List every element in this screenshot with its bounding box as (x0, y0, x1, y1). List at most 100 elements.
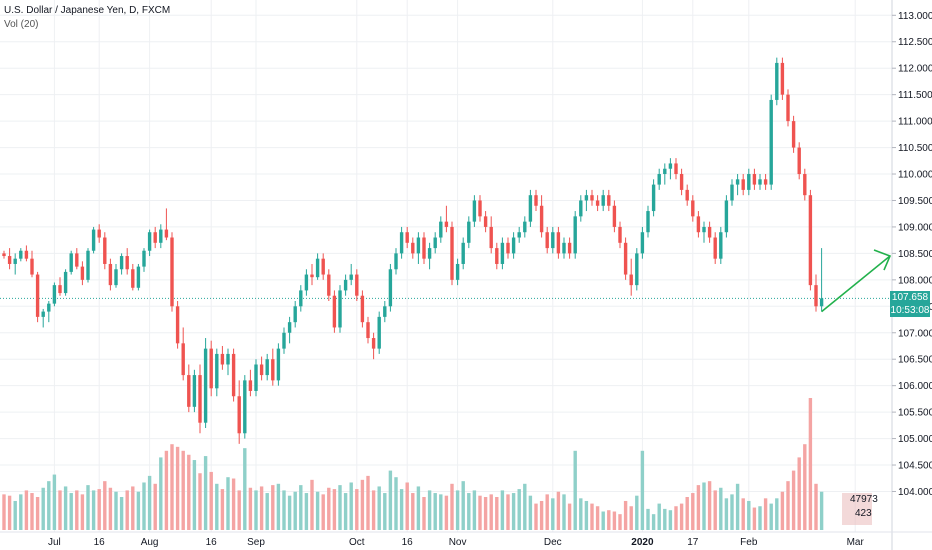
candle-body (640, 232, 645, 254)
volume-bar (388, 470, 393, 530)
volume-bar (579, 498, 583, 530)
candle-body (47, 303, 51, 312)
candle-body (724, 200, 729, 233)
volume-bar (366, 475, 370, 530)
volume-value-box: 47973 423 (842, 493, 878, 525)
candles (2, 57, 824, 444)
candle-body (478, 200, 482, 217)
candle-body (405, 232, 409, 243)
price-tick-label: 104.500 (898, 461, 932, 472)
volume-bar (489, 494, 493, 530)
volume-bar (75, 490, 79, 530)
candle-body (136, 266, 141, 288)
volume-bar (433, 493, 437, 530)
candle-body (618, 226, 622, 243)
volume-bar (534, 503, 538, 530)
volume-bar (293, 491, 297, 530)
price-tick-label: 111.000 (898, 117, 932, 128)
volume-bar (629, 506, 633, 530)
volume-bar (181, 450, 185, 530)
volume-bar (478, 495, 482, 530)
candle-body (58, 285, 62, 294)
volume-bar (383, 493, 387, 530)
price-tick-label: 112.000 (898, 64, 932, 75)
volume-bar (52, 474, 57, 530)
volume-bar (327, 487, 331, 530)
candle-body (567, 242, 572, 254)
volume-bar (30, 493, 34, 530)
volume-bar (97, 489, 101, 530)
volume-bar (612, 511, 617, 530)
candle-body (360, 295, 365, 323)
volume-bar (573, 450, 577, 530)
candle-body (383, 306, 387, 317)
candle-body (668, 163, 673, 169)
candle-body (461, 242, 465, 264)
time-axis[interactable]: Jul 16 Aug 16 Sep Oct 16 Nov Dec 2020 17 Feb Mar (0, 531, 932, 548)
volume-bar (164, 450, 169, 530)
volume-bar (237, 490, 241, 530)
volume-bar (444, 495, 449, 530)
candle-body (170, 237, 174, 307)
price-tick-label: 110.500 (898, 143, 932, 154)
candle-body (19, 250, 23, 259)
candle-body (259, 364, 264, 376)
volume-bar (562, 494, 566, 530)
price-axis[interactable]: 113.000 112.500 112.000 111.500 111.000 110.5… (892, 11, 932, 498)
candle-body (164, 229, 169, 238)
volume-bar (427, 490, 432, 530)
volume-bar (125, 490, 129, 530)
candle-body (187, 375, 191, 407)
candle-body (500, 242, 505, 264)
candle-body (635, 253, 639, 286)
time-tick-label: 16 (206, 537, 218, 548)
candle-body (539, 205, 544, 233)
candle-body (422, 237, 426, 259)
volume-bar (780, 491, 785, 530)
candle-body (747, 174, 751, 190)
candle-body (735, 179, 740, 185)
volume-bar (719, 487, 723, 530)
volume-indicator-label[interactable]: Vol (20) (4, 19, 39, 30)
candle-body (702, 226, 706, 233)
price-tick-label: 105.000 (898, 434, 932, 445)
candle-body (220, 353, 225, 365)
candle-body (153, 232, 157, 243)
volume-bar (147, 475, 152, 530)
volume-bar (399, 489, 404, 530)
volume-bar (556, 491, 561, 530)
candle-body (685, 189, 689, 201)
volume-bar (299, 485, 303, 530)
candle-body (282, 332, 286, 349)
volume-bar (735, 483, 740, 530)
candle-body (254, 364, 258, 391)
candle-body (775, 62, 779, 100)
candle-body (231, 353, 236, 397)
volume-bar (282, 490, 286, 530)
volume-bar (775, 498, 779, 530)
candle-body (366, 322, 370, 339)
candle-body (304, 274, 309, 291)
volume-bar (691, 493, 695, 530)
candle-body (674, 163, 678, 175)
time-tick-label: Feb (740, 537, 758, 548)
candle-body (791, 121, 796, 148)
candle-body (691, 200, 695, 217)
time-tick-label: Oct (349, 537, 365, 548)
chart-legend[interactable]: U.S. Dollar / Japanese Yen, D, FXCM Vol … (4, 4, 170, 32)
symbol-title[interactable]: U.S. Dollar / Japanese Yen, D, FXCM (4, 5, 171, 16)
volume-bar (394, 477, 398, 530)
candle-body (444, 221, 449, 227)
volume-bar (679, 503, 684, 530)
candle-body (663, 168, 667, 175)
candle-body (713, 237, 717, 259)
volume-bar (103, 481, 107, 530)
volume-bar (220, 489, 225, 530)
volume-bar (86, 485, 90, 530)
candle-body (797, 147, 801, 175)
candle-body (803, 174, 807, 196)
candle-body (91, 229, 96, 251)
volume-bar (595, 506, 600, 530)
candle-body (198, 375, 202, 423)
volume-bar (758, 506, 762, 530)
